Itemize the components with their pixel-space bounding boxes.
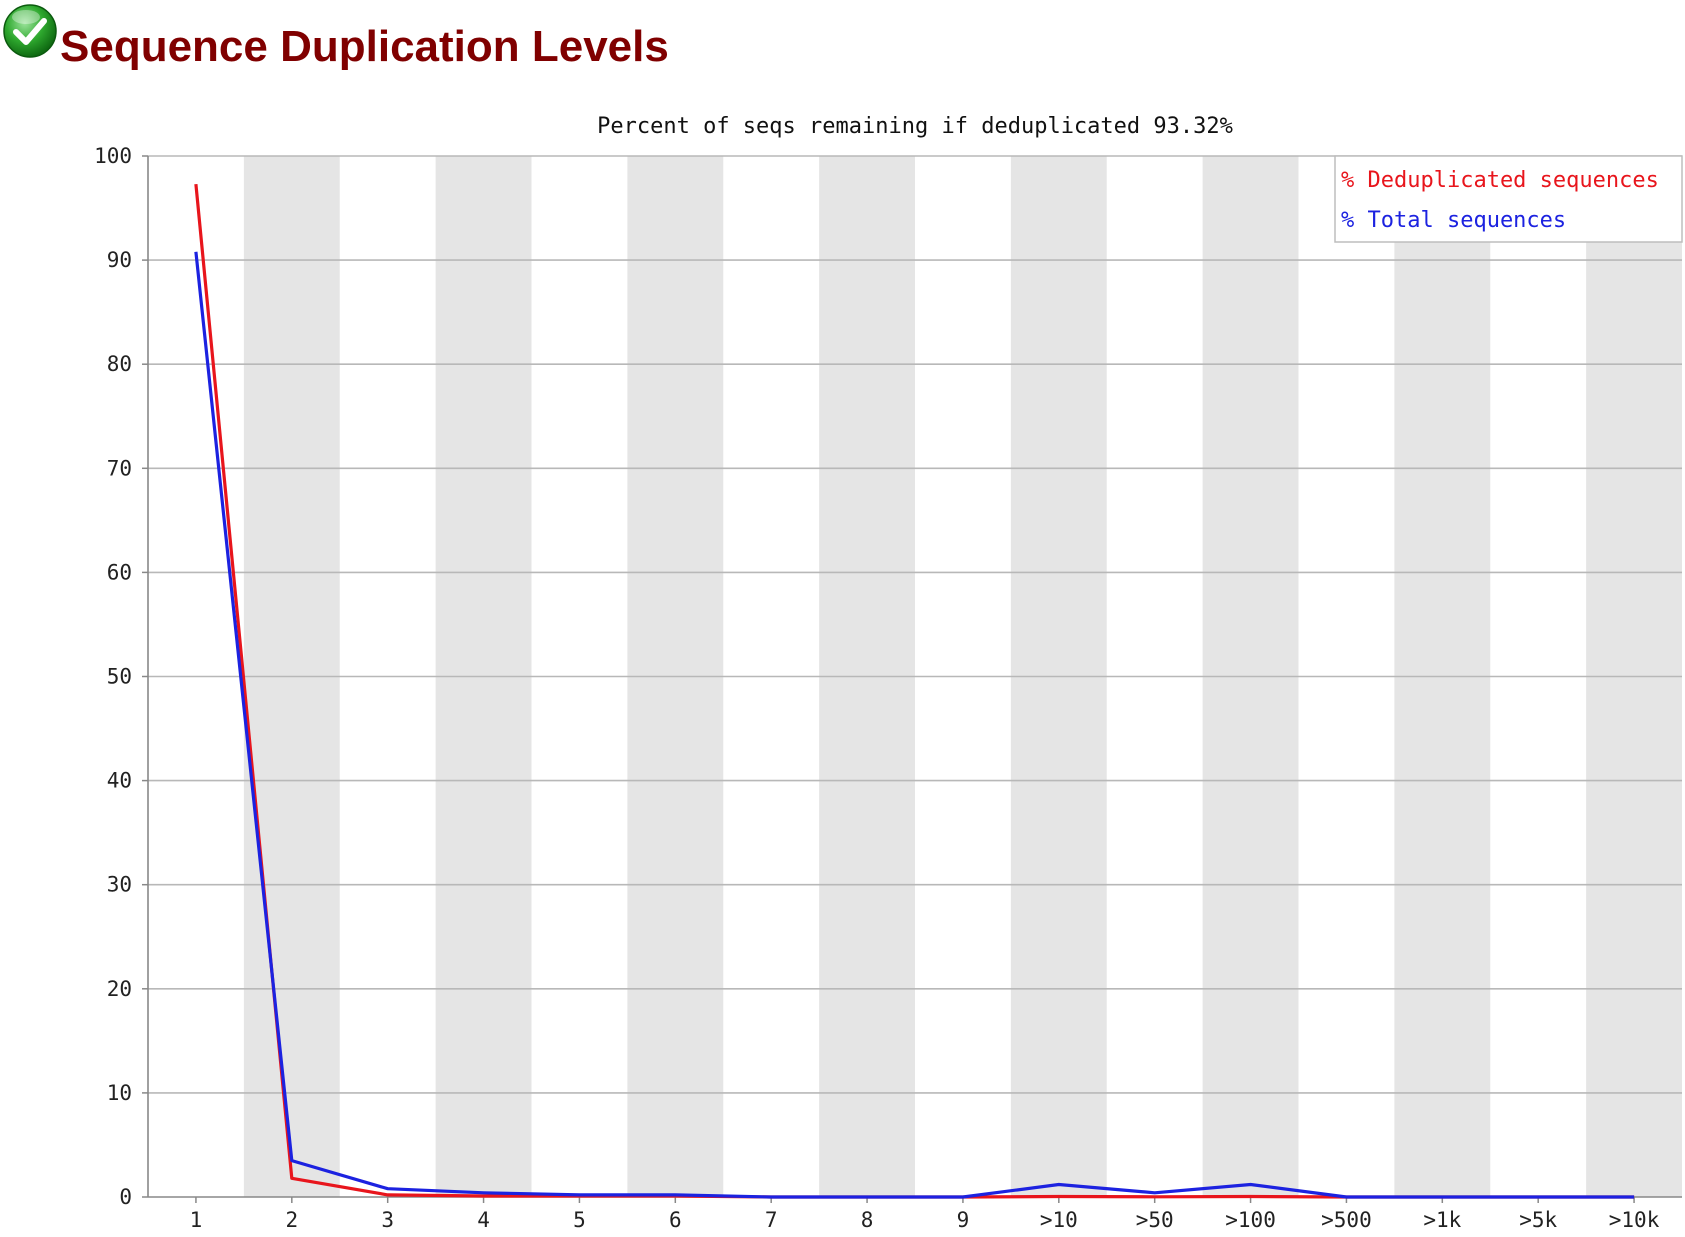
x-tick-label: >1k	[1423, 1208, 1461, 1232]
page-title: Sequence Duplication Levels	[60, 22, 669, 71]
page-header: Sequence Duplication Levels	[2, 0, 669, 80]
x-tick-label: >10	[1040, 1208, 1078, 1232]
y-tick-label: 80	[107, 352, 132, 376]
legend: % Deduplicated sequences % Total sequence…	[1334, 155, 1683, 243]
y-tick-label: 20	[107, 977, 132, 1001]
y-tick-label: 50	[107, 665, 132, 689]
series-lines	[194, 183, 1635, 1199]
x-tick-label: 2	[285, 1208, 298, 1232]
legend-entry: % Deduplicated sequences	[1341, 168, 1659, 193]
chart-title: Percent of seqs remaining if deduplicate…	[597, 114, 1233, 139]
grid-lines	[142, 155, 1682, 1198]
x-tick-label: 1	[190, 1208, 203, 1232]
x-tick-label: >500	[1321, 1208, 1372, 1232]
x-tick-label: 4	[477, 1208, 490, 1232]
y-tick-label: 100	[94, 144, 132, 168]
x-tick-label: 8	[861, 1208, 874, 1232]
x-tick-label: 6	[669, 1208, 682, 1232]
x-tick-label: 3	[381, 1208, 394, 1232]
y-tick-label: 90	[107, 248, 132, 272]
y-tick-label: 70	[107, 456, 132, 480]
y-tick-label: 10	[107, 1081, 132, 1105]
x-tick-label: >50	[1136, 1208, 1174, 1232]
x-tick-label: 9	[957, 1208, 970, 1232]
legend-entry: % Total sequences	[1341, 208, 1566, 233]
x-tick-label: 5	[573, 1208, 586, 1232]
y-tick-label: 60	[107, 560, 132, 584]
series-line-total	[194, 251, 1635, 1199]
x-tick-labels: 1 2 3 4 5 6 7 8 9 >10 >50 >100 >500 >1k >5k >10k	[190, 1197, 1660, 1232]
x-tick-label: 7	[765, 1208, 778, 1232]
y-tick-label: 30	[107, 873, 132, 897]
y-tick-label: 0	[119, 1185, 132, 1209]
legend-box	[1334, 155, 1683, 243]
x-tick-label: >10k	[1609, 1208, 1660, 1232]
x-tick-label: >5k	[1519, 1208, 1557, 1232]
y-tick-label: 40	[107, 769, 132, 793]
x-tick-label: >100	[1225, 1208, 1276, 1232]
check-icon	[3, 4, 57, 58]
y-tick-labels: 0 10 20 30 40 50 60 70 80 90 100	[94, 144, 132, 1209]
